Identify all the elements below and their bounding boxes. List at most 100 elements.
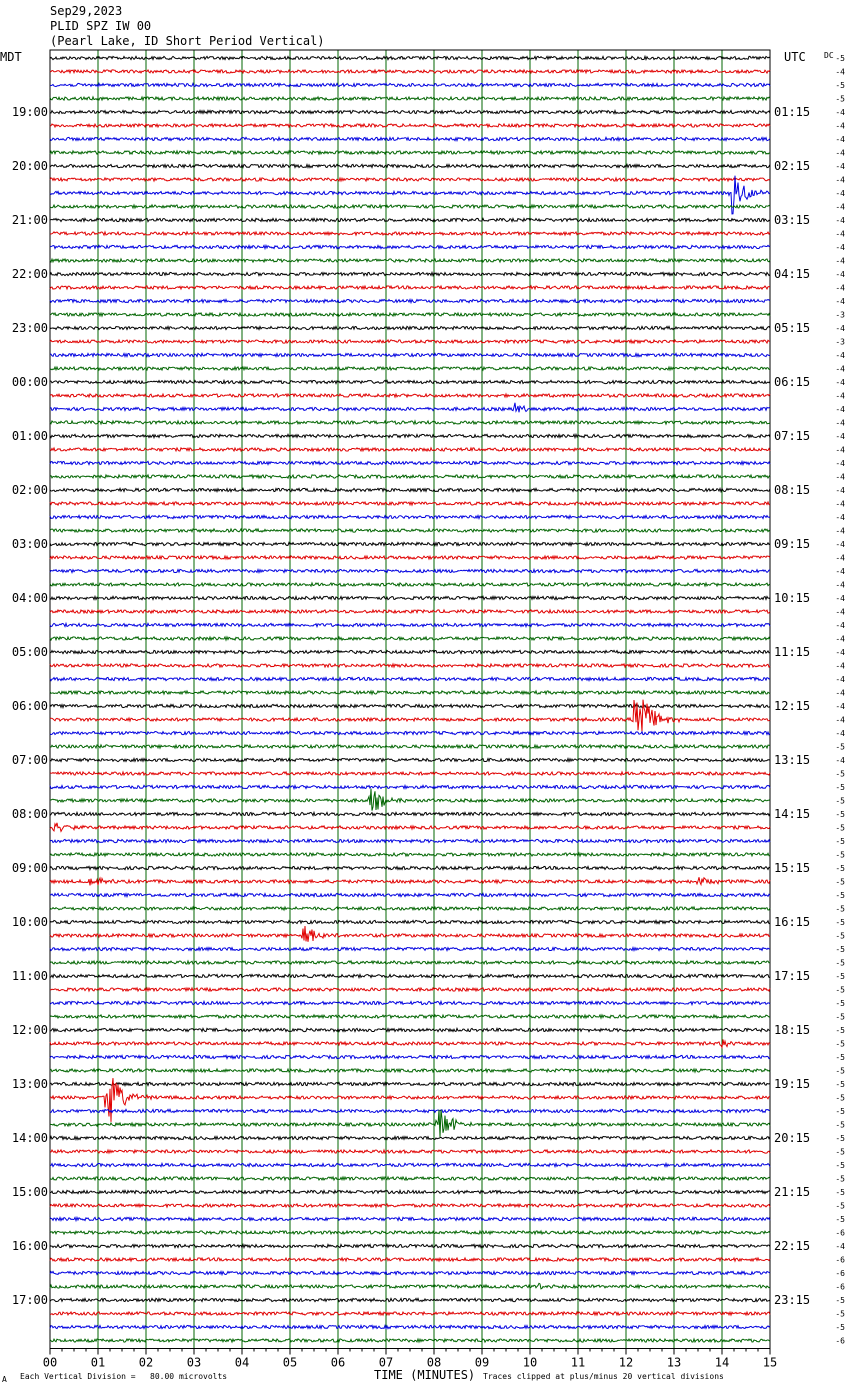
trace-line [49, 1188, 771, 1195]
trace-line [49, 594, 771, 601]
trace-line [49, 311, 771, 318]
trace-line [50, 216, 771, 223]
dc-offset-label: -4 [835, 135, 845, 144]
right-hour-label: 19:15 [774, 1077, 810, 1091]
dc-offset-label: -5 [835, 797, 845, 806]
trace-line [49, 230, 771, 237]
left-hour-label: 19:00 [12, 105, 48, 119]
dc-offset-label: -5 [835, 878, 845, 887]
dc-offset-label: -5 [835, 1175, 845, 1184]
trace-line [49, 1269, 771, 1277]
trace-line [49, 743, 771, 750]
left-timezone-label: MDT [0, 50, 22, 64]
left-hour-label: 21:00 [12, 213, 48, 227]
x-tick-label: 13 [667, 1356, 681, 1370]
trace-line [49, 635, 771, 642]
dc-offset-label: -5 [835, 1067, 845, 1076]
dc-offset-label: -4 [835, 513, 845, 522]
left-hour-label: 22:00 [12, 267, 48, 281]
dc-offset-label: -4 [835, 621, 845, 630]
trace-line [49, 1108, 771, 1114]
plot-frame [49, 49, 771, 1349]
dc-offset-label: -4 [835, 230, 845, 239]
dc-offset-label: -6 [835, 1337, 845, 1346]
dc-offset-label: -4 [835, 756, 845, 765]
trace-line [49, 1067, 771, 1074]
right-hour-label: 03:15 [774, 213, 810, 227]
dc-offset-label: -5 [835, 905, 845, 914]
trace-line [49, 1297, 771, 1303]
trace-line [49, 810, 771, 818]
trace-line [49, 783, 771, 791]
dc-offset-label: -4 [835, 216, 845, 225]
corner-mark: A [2, 1375, 7, 1384]
trace-line [49, 243, 771, 251]
trace-line [49, 1202, 771, 1209]
right-hour-label: 08:15 [774, 483, 810, 497]
trace-line [49, 1109, 771, 1138]
right-hour-label: 23:15 [774, 1293, 810, 1307]
trace-line [49, 945, 771, 953]
x-tick-label: 05 [283, 1356, 297, 1370]
right-hour-label: 13:15 [774, 753, 810, 767]
trace-line [49, 1323, 771, 1330]
dc-offset-label: -4 [835, 716, 845, 725]
dc-offset-label: -4 [835, 203, 845, 212]
trace-line [49, 756, 771, 764]
dc-offset-label: -5 [835, 1161, 845, 1170]
dc-offset-label: -5 [835, 891, 845, 900]
minute-grid [49, 49, 771, 1349]
dc-offset-label: -5 [835, 945, 845, 954]
trace-line [49, 1215, 771, 1223]
right-hour-label: 09:15 [774, 537, 810, 551]
left-hour-label: 17:00 [12, 1293, 48, 1307]
x-tick-label: 10 [523, 1356, 537, 1370]
trace-line [49, 122, 771, 129]
trace-line [49, 54, 771, 62]
dc-offset-label: -4 [835, 675, 845, 684]
dc-offset-label: -5 [835, 1323, 845, 1332]
dc-offset-label: -4 [835, 297, 845, 306]
dc-offset-label: -5 [835, 1094, 845, 1103]
dc-offset-label: -6 [835, 1256, 845, 1265]
dc-offset-label: -5 [835, 81, 845, 90]
left-hour-label: 06:00 [12, 699, 48, 713]
left-hour-label: 14:00 [12, 1131, 48, 1145]
dc-offset-label: -4 [835, 702, 845, 711]
x-tick-label: 07 [379, 1356, 393, 1370]
dc-offset-label: -5 [835, 864, 845, 873]
left-hour-label: 03:00 [12, 537, 48, 551]
dc-offset-label: -4 [835, 270, 845, 279]
dc-offset-label: -4 [835, 446, 845, 455]
trace-line [49, 1337, 771, 1344]
dc-offset-label: -4 [835, 473, 845, 482]
dc-offset-label: -5 [835, 1080, 845, 1089]
trace-line [49, 135, 771, 143]
trace-line [49, 446, 771, 453]
trace-line [49, 892, 771, 899]
dc-offset-label: -5 [835, 851, 845, 860]
trace-line [49, 149, 771, 156]
dc-offset-label: -5 [835, 824, 845, 833]
trace-line [49, 419, 771, 426]
dc-offset-label: -6 [835, 1283, 845, 1292]
trace-line [49, 1242, 771, 1250]
dc-offset-label: -4 [835, 500, 845, 509]
left-hour-label: 05:00 [12, 645, 48, 659]
trace-line [49, 1039, 771, 1050]
plot-date: Sep29,2023 [50, 4, 123, 18]
dc-offset-label: -5 [835, 1188, 845, 1197]
right-hour-label: 15:15 [774, 861, 810, 875]
trace-line [49, 81, 771, 88]
dc-offset-label: -4 [835, 1242, 845, 1251]
trace-line [49, 257, 771, 264]
right-hour-label: 04:15 [774, 267, 810, 281]
trace-line [49, 662, 771, 669]
dc-offset-label: -5 [835, 810, 845, 819]
trace-line [49, 297, 771, 305]
dc-offset-label: -4 [835, 108, 845, 117]
trace-line [49, 203, 771, 210]
right-hour-label: 07:15 [774, 429, 810, 443]
dc-offset-label: -5 [835, 1053, 845, 1062]
